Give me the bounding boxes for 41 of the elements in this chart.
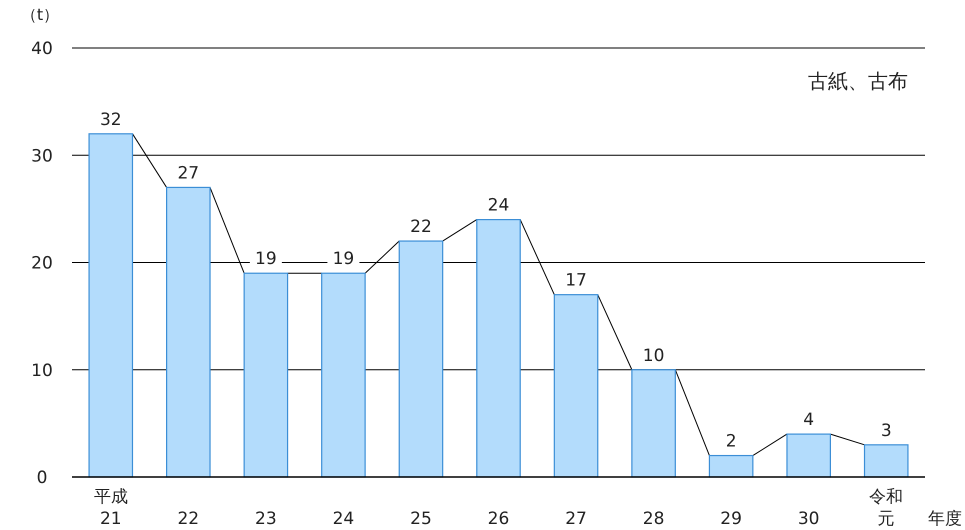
bar (786, 434, 831, 478)
x-tick-label: 24 (332, 508, 356, 530)
data-label: 32 (100, 110, 122, 130)
y-tick-label: 10 (31, 360, 53, 381)
x-tick-label: 22 (176, 508, 200, 530)
x-tick-label: 平成21 (92, 486, 129, 530)
bar (321, 272, 366, 478)
data-label: 3 (880, 420, 892, 441)
bar (88, 133, 134, 478)
x-tick-label: 23 (254, 508, 278, 530)
x-tick-label: 27 (564, 508, 588, 530)
y-axis-title: （t） (20, 5, 60, 24)
bar (631, 369, 676, 478)
data-label: 4 (803, 410, 814, 430)
y-tick-label: 40 (31, 39, 53, 59)
bar (476, 219, 521, 478)
text: 古紙、古布 (808, 69, 908, 93)
data-label: 10 (642, 346, 664, 366)
x-tick-label: 25 (409, 508, 433, 530)
bar (166, 186, 211, 478)
data-label: 22 (410, 217, 432, 238)
bar (708, 454, 754, 478)
x-axis-title: 年度 (928, 509, 962, 529)
x-tick-label: 26 (486, 508, 510, 530)
bar (554, 294, 598, 478)
data-label: 17 (565, 270, 587, 291)
y-tick-label: 30 (31, 146, 53, 166)
data-label: 19 (332, 249, 354, 270)
y-tick-label: 0 (36, 468, 48, 488)
bar (398, 240, 444, 478)
x-tick-label: 28 (642, 508, 666, 530)
y-tick-label: 20 (31, 254, 53, 274)
data-label: 2 (726, 432, 737, 452)
data-label: 24 (488, 196, 510, 216)
bar (244, 272, 288, 478)
data-label: 27 (178, 163, 200, 184)
data-label: 19 (255, 249, 277, 270)
x-tick-label: 29 (719, 508, 743, 530)
bar (864, 444, 909, 478)
x-tick-label: 令和元 (868, 486, 904, 530)
x-tick-label: 30 (796, 508, 820, 530)
